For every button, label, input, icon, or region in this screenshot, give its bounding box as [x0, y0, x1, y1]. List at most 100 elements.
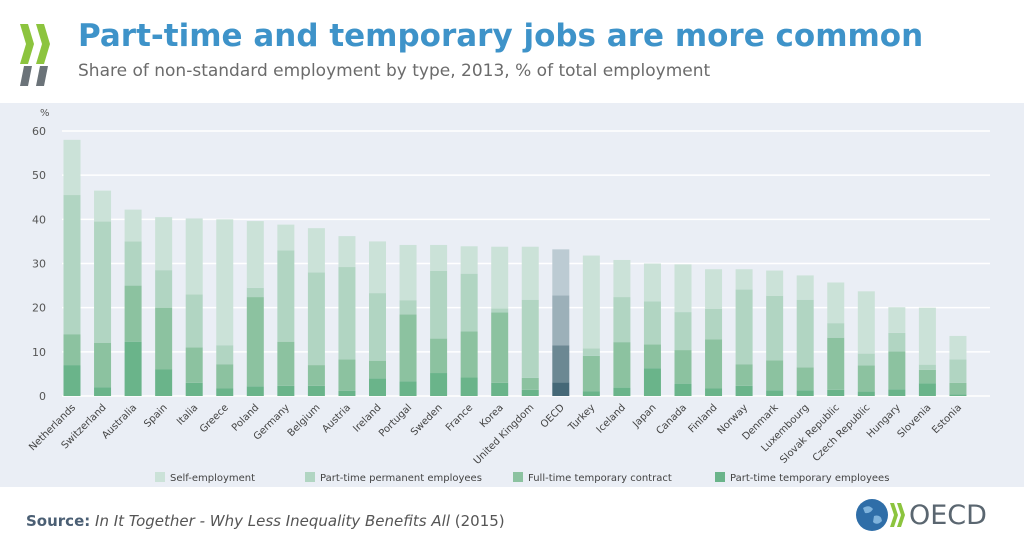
bar-segment: [766, 270, 784, 296]
bar-segment: [491, 382, 509, 396]
x-tick-label: Canada: [654, 402, 689, 437]
bar-segment: [643, 368, 661, 396]
y-tick-label: 0: [39, 390, 46, 403]
bar-segment: [705, 339, 723, 389]
bar-segment: [582, 348, 600, 356]
x-tick-label: Korea: [478, 402, 506, 430]
bar-segment: [643, 263, 661, 302]
bar-segment: [613, 342, 631, 388]
x-tick-label: Estonia: [930, 402, 964, 436]
bar-segment: [155, 307, 173, 370]
bar-segment: [246, 287, 264, 298]
bar-segment: [613, 297, 631, 343]
legend-label: Part-time permanent employees: [320, 473, 482, 484]
bar-segment: [94, 387, 112, 396]
bar-segment: [277, 385, 295, 396]
bar-segment: [338, 267, 356, 360]
footer: [0, 487, 1024, 540]
bar-segment: [582, 391, 600, 396]
y-tick-label: 30: [32, 258, 46, 271]
bar-segment: [460, 246, 478, 274]
source-note: Source: In It Together - Why Less Inequa…: [26, 512, 505, 530]
bar-segment: [185, 382, 203, 396]
bar-segment: [674, 383, 692, 396]
bar-segment: [552, 345, 570, 383]
bar-segment: [949, 359, 967, 383]
page-title: Part-time and temporary jobs are more co…: [78, 18, 924, 54]
bar-segment: [63, 365, 81, 396]
bar-segment: [399, 381, 417, 396]
bar-segment: [216, 388, 234, 396]
bar-segment: [216, 345, 234, 365]
oecd-chevrons-logo: [20, 24, 50, 86]
bar-segment: [94, 190, 112, 222]
bar-segment: [124, 285, 142, 342]
bar-segment: [124, 341, 142, 396]
y-tick-label: 40: [32, 213, 46, 226]
bar-segment: [338, 236, 356, 268]
bar-segment: [399, 300, 417, 315]
bar-segment: [277, 341, 295, 386]
bar-segment: [369, 378, 386, 396]
legend-swatch: [513, 472, 523, 482]
bar-segment: [674, 350, 692, 384]
bar-segment: [918, 369, 936, 384]
x-tick-label: Portugal: [377, 402, 414, 439]
bar-segment: [705, 308, 723, 340]
bar-segment: [949, 382, 967, 395]
bar-segment: [521, 377, 539, 390]
bar-segment: [491, 246, 509, 309]
bar-segment: [796, 275, 814, 300]
bar-segment: [552, 382, 570, 396]
bar-segment: [613, 259, 631, 298]
bar-segment: [827, 337, 845, 390]
bar-segment: [307, 228, 325, 273]
bar-segment: [888, 307, 906, 333]
bar-segment: [857, 391, 875, 396]
bar-segment: [94, 343, 112, 388]
bar-segment: [674, 264, 692, 313]
x-tick-label: Spain: [142, 402, 170, 430]
bar-segment: [185, 347, 203, 383]
bar-segment: [766, 390, 784, 396]
x-tick-label: Turkey: [566, 402, 598, 434]
bar-segment: [430, 244, 448, 272]
bar-segment: [155, 217, 173, 271]
y-axis-label: %: [40, 108, 50, 119]
legend-label: Full-time temporary contract: [528, 473, 672, 484]
bar-segment: [430, 338, 448, 374]
bar-segment: [521, 246, 539, 300]
bar-segment: [94, 221, 112, 343]
bar-segment: [521, 389, 539, 396]
x-tick-label: Belgium: [286, 402, 323, 439]
bar-segment: [216, 219, 234, 346]
bar-segment: [949, 394, 967, 396]
x-tick-label: United Kingdom: [472, 402, 537, 467]
bar-segment: [124, 209, 142, 242]
bar-segment: [735, 269, 753, 290]
x-tick-label: Czech Republic: [811, 402, 873, 464]
bar-segment: [307, 365, 325, 386]
stacked-bar-chart: 0102030405060%NetherlandsSwitzerlandAust…: [27, 108, 990, 484]
bar-segment: [369, 241, 386, 294]
bar-segment: [582, 255, 600, 349]
bar-segment: [796, 299, 814, 368]
x-tick-label: Finland: [687, 402, 720, 435]
bar-segment: [705, 269, 723, 309]
legend-label: Part-time temporary employees: [730, 473, 889, 484]
bar-segment: [918, 383, 936, 396]
bar-segment: [369, 293, 386, 361]
bar-segment: [552, 249, 570, 296]
bar-segment: [552, 295, 570, 346]
oecd-logo: OECD: [855, 498, 987, 532]
legend-swatch: [155, 472, 165, 482]
bar-segment: [918, 364, 936, 370]
bar-segment: [888, 351, 906, 390]
bar-segment: [888, 389, 906, 396]
bar-segment: [796, 367, 814, 391]
bar-segment: [827, 282, 845, 324]
bar-segment: [399, 244, 417, 301]
x-tick-label: OECD: [539, 402, 567, 430]
bar-segment: [246, 386, 264, 396]
x-tick-label: Slovenia: [896, 402, 934, 440]
